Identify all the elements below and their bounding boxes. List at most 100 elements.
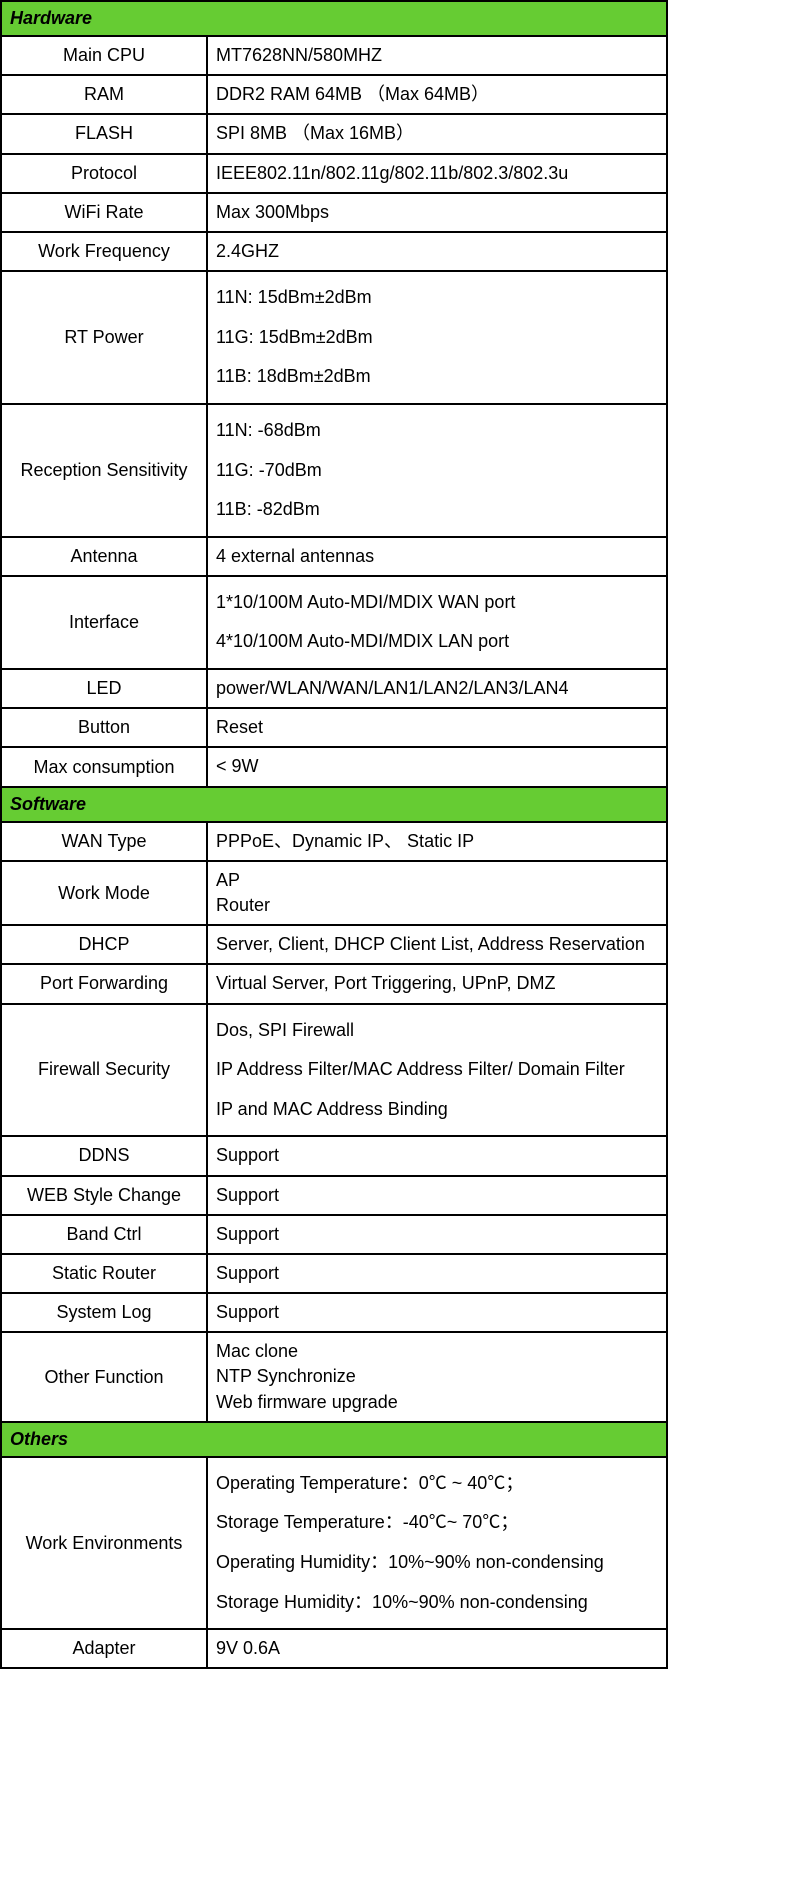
spec-label: DDNS <box>1 1136 207 1175</box>
spec-value-line: Operating Humidity：10%~90% non-condensin… <box>216 1552 604 1572</box>
spec-label: Other Function <box>1 1332 207 1422</box>
spec-value: Support <box>207 1254 667 1293</box>
spec-value: Virtual Server, Port Triggering, UPnP, D… <box>207 964 667 1003</box>
spec-value: Support <box>207 1293 667 1332</box>
spec-value: AP Router <box>207 861 667 925</box>
spec-label: Work Environments <box>1 1457 207 1629</box>
table-row: WiFi Rate Max 300Mbps <box>1 193 667 232</box>
table-row: Interface 1*10/100M Auto-MDI/MDIX WAN po… <box>1 576 667 669</box>
spec-value-line: 11G: -70dBm <box>216 460 322 480</box>
table-row: LED power/WLAN/WAN/LAN1/LAN2/LAN3/LAN4 <box>1 669 667 708</box>
spec-value: Reset <box>207 708 667 747</box>
table-row: Work Frequency 2.4GHZ <box>1 232 667 271</box>
table-row: Main CPU MT7628NN/580MHZ <box>1 36 667 75</box>
spec-value: Dos, SPI Firewall IP Address Filter/MAC … <box>207 1004 667 1137</box>
spec-value: 2.4GHZ <box>207 232 667 271</box>
spec-value: SPI 8MB （Max 16MB） <box>207 114 667 153</box>
spec-label: Adapter <box>1 1629 207 1668</box>
section-header-hardware: Hardware <box>1 1 667 36</box>
spec-value: PPPoE、Dynamic IP、 Static IP <box>207 822 667 861</box>
spec-label: Work Frequency <box>1 232 207 271</box>
spec-value: Support <box>207 1136 667 1175</box>
spec-value-line: 11N: -68dBm <box>216 420 321 440</box>
table-row: Reception Sensitivity 11N: -68dBm 11G: -… <box>1 404 667 537</box>
spec-value: < 9W <box>207 747 667 786</box>
spec-label: WAN Type <box>1 822 207 861</box>
spec-value-line: IP and MAC Address Binding <box>216 1099 448 1119</box>
table-row: FLASH SPI 8MB （Max 16MB） <box>1 114 667 153</box>
section-header-software: Software <box>1 787 667 822</box>
table-row: DDNS Support <box>1 1136 667 1175</box>
spec-value: Support <box>207 1176 667 1215</box>
table-row: Band Ctrl Support <box>1 1215 667 1254</box>
spec-label: Button <box>1 708 207 747</box>
spec-label: Static Router <box>1 1254 207 1293</box>
spec-label: Antenna <box>1 537 207 576</box>
table-row: Protocol IEEE802.11n/802.11g/802.11b/802… <box>1 154 667 193</box>
spec-value: DDR2 RAM 64MB （Max 64MB） <box>207 75 667 114</box>
spec-value-line: Dos, SPI Firewall <box>216 1020 354 1040</box>
spec-value-line: Storage Humidity：10%~90% non-condensing <box>216 1592 588 1612</box>
table-row: Work Mode AP Router <box>1 861 667 925</box>
spec-label: RAM <box>1 75 207 114</box>
spec-value: 11N: -68dBm 11G: -70dBm 11B: -82dBm <box>207 404 667 537</box>
spec-label: Firewall Security <box>1 1004 207 1137</box>
spec-value: Support <box>207 1215 667 1254</box>
spec-value: Max 300Mbps <box>207 193 667 232</box>
table-row: Antenna 4 external antennas <box>1 537 667 576</box>
spec-value: Mac clone NTP Synchronize Web firmware u… <box>207 1332 667 1422</box>
table-row: DHCP Server, Client, DHCP Client List, A… <box>1 925 667 964</box>
spec-label: WEB Style Change <box>1 1176 207 1215</box>
spec-label: Band Ctrl <box>1 1215 207 1254</box>
spec-label: LED <box>1 669 207 708</box>
spec-label: RT Power <box>1 271 207 404</box>
spec-value-line: IP Address Filter/MAC Address Filter/ Do… <box>216 1059 625 1079</box>
spec-value-line: 11N: 15dBm±2dBm <box>216 287 372 307</box>
spec-table: Hardware Main CPU MT7628NN/580MHZ RAM DD… <box>0 0 668 1669</box>
table-row: Port Forwarding Virtual Server, Port Tri… <box>1 964 667 1003</box>
section-header-others: Others <box>1 1422 667 1457</box>
spec-value-line: 11B: -82dBm <box>216 499 320 519</box>
spec-value-line: Web firmware upgrade <box>216 1392 398 1412</box>
table-row: WEB Style Change Support <box>1 1176 667 1215</box>
spec-label: Max consumption <box>1 747 207 786</box>
spec-label: FLASH <box>1 114 207 153</box>
spec-value-line: NTP Synchronize <box>216 1366 356 1386</box>
table-row: Adapter 9V 0.6A <box>1 1629 667 1668</box>
spec-value: Operating Temperature：0℃ ~ 40℃； Storage … <box>207 1457 667 1629</box>
spec-label: WiFi Rate <box>1 193 207 232</box>
spec-value: Server, Client, DHCP Client List, Addres… <box>207 925 667 964</box>
table-row: Button Reset <box>1 708 667 747</box>
table-row: RAM DDR2 RAM 64MB （Max 64MB） <box>1 75 667 114</box>
table-row: Max consumption < 9W <box>1 747 667 786</box>
table-row: Other Function Mac clone NTP Synchronize… <box>1 1332 667 1422</box>
table-row: Static Router Support <box>1 1254 667 1293</box>
table-row: System Log Support <box>1 1293 667 1332</box>
spec-label: Port Forwarding <box>1 964 207 1003</box>
spec-value: 1*10/100M Auto-MDI/MDIX WAN port 4*10/10… <box>207 576 667 669</box>
spec-value-line: Mac clone <box>216 1341 298 1361</box>
spec-value-line: Router <box>216 895 270 915</box>
spec-value-line: 1*10/100M Auto-MDI/MDIX WAN port <box>216 592 515 612</box>
spec-label: Interface <box>1 576 207 669</box>
spec-value: 11N: 15dBm±2dBm 11G: 15dBm±2dBm 11B: 18d… <box>207 271 667 404</box>
spec-value-line: 4*10/100M Auto-MDI/MDIX LAN port <box>216 631 509 651</box>
table-row: Work Environments Operating Temperature：… <box>1 1457 667 1629</box>
spec-value-line: AP <box>216 870 240 890</box>
spec-label: Main CPU <box>1 36 207 75</box>
table-row: RT Power 11N: 15dBm±2dBm 11G: 15dBm±2dBm… <box>1 271 667 404</box>
table-row: Firewall Security Dos, SPI Firewall IP A… <box>1 1004 667 1137</box>
spec-value-line: Operating Temperature：0℃ ~ 40℃； <box>216 1473 523 1493</box>
spec-label: DHCP <box>1 925 207 964</box>
spec-value: IEEE802.11n/802.11g/802.11b/802.3/802.3u <box>207 154 667 193</box>
spec-label: Reception Sensitivity <box>1 404 207 537</box>
spec-value-line: 11G: 15dBm±2dBm <box>216 327 373 347</box>
spec-value-line: 11B: 18dBm±2dBm <box>216 366 371 386</box>
spec-label: Work Mode <box>1 861 207 925</box>
table-row: WAN Type PPPoE、Dynamic IP、 Static IP <box>1 822 667 861</box>
spec-label: Protocol <box>1 154 207 193</box>
spec-value: 4 external antennas <box>207 537 667 576</box>
spec-value: MT7628NN/580MHZ <box>207 36 667 75</box>
spec-label: System Log <box>1 1293 207 1332</box>
spec-value: 9V 0.6A <box>207 1629 667 1668</box>
